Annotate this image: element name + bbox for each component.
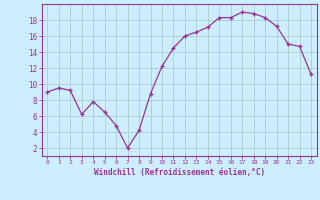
X-axis label: Windchill (Refroidissement éolien,°C): Windchill (Refroidissement éolien,°C)	[94, 168, 265, 177]
